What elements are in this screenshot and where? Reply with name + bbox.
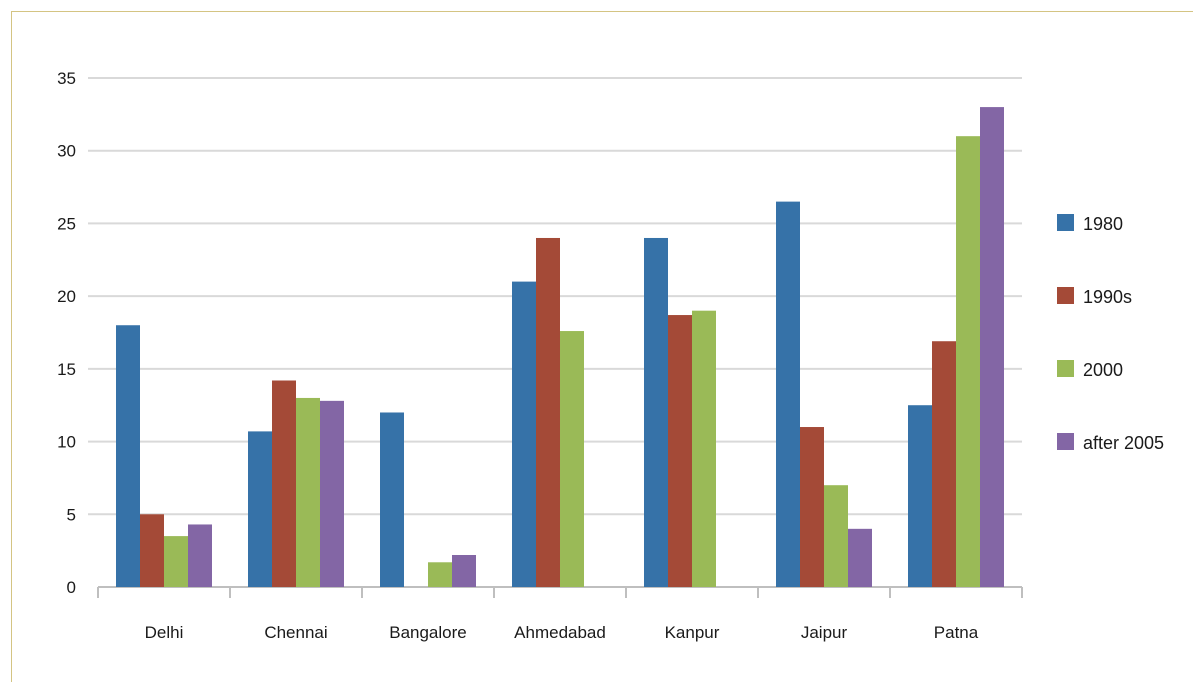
legend-swatch: [1057, 360, 1074, 377]
bar: [512, 281, 536, 587]
x-axis: Delhi Chennai Bangalore Ahmedabad Kanpur Jaip…: [97, 586, 1023, 642]
y-axis: 0 5 10 15 20 25 30 35: [57, 69, 76, 597]
bar: [380, 412, 404, 587]
x-tick-label: Patna: [934, 623, 979, 642]
bar: [428, 562, 452, 587]
bar: [560, 331, 584, 587]
y-tick-label: 15: [57, 360, 76, 379]
y-tick-label: 5: [67, 505, 76, 524]
bar: [956, 136, 980, 587]
bar: [164, 536, 188, 587]
bar: [536, 237, 560, 587]
x-tick-label: Delhi: [145, 623, 184, 642]
bar: [116, 325, 140, 587]
bar: [824, 485, 848, 587]
bar: [140, 514, 164, 587]
legend-label: 2000: [1083, 360, 1123, 380]
bar: [908, 405, 932, 587]
bar: [932, 341, 956, 587]
bar: [272, 380, 296, 587]
bar: [248, 431, 272, 587]
bars: [116, 107, 1004, 587]
x-tick-label: Kanpur: [665, 623, 720, 642]
bar: [668, 315, 692, 587]
legend-label: 1990s: [1083, 287, 1132, 307]
bar: [452, 555, 476, 587]
legend-label: after 2005: [1083, 433, 1164, 453]
bar: [188, 524, 212, 587]
legend: 1980 1990s 2000 after 2005: [1057, 214, 1164, 453]
legend-swatch: [1057, 287, 1074, 304]
bar: [644, 237, 668, 587]
bar: [320, 400, 344, 587]
y-tick-label: 30: [57, 142, 76, 161]
x-tick-label: Chennai: [264, 623, 327, 642]
bar: [848, 528, 872, 587]
x-tick-label: Ahmedabad: [514, 623, 606, 642]
y-tick-label: 25: [57, 214, 76, 233]
bar: [980, 107, 1004, 587]
legend-swatch: [1057, 214, 1074, 231]
x-tick-label: Jaipur: [801, 623, 848, 642]
y-tick-label: 35: [57, 69, 76, 88]
bar: [296, 397, 320, 587]
y-tick-label: 20: [57, 287, 76, 306]
bar: [692, 310, 716, 587]
legend-label: 1980: [1083, 214, 1123, 234]
legend-swatch: [1057, 433, 1074, 450]
y-tick-label: 10: [57, 433, 76, 452]
bar: [800, 427, 824, 587]
y-tick-label: 0: [67, 578, 76, 597]
x-tick-label: Bangalore: [389, 623, 467, 642]
bar: [776, 201, 800, 587]
